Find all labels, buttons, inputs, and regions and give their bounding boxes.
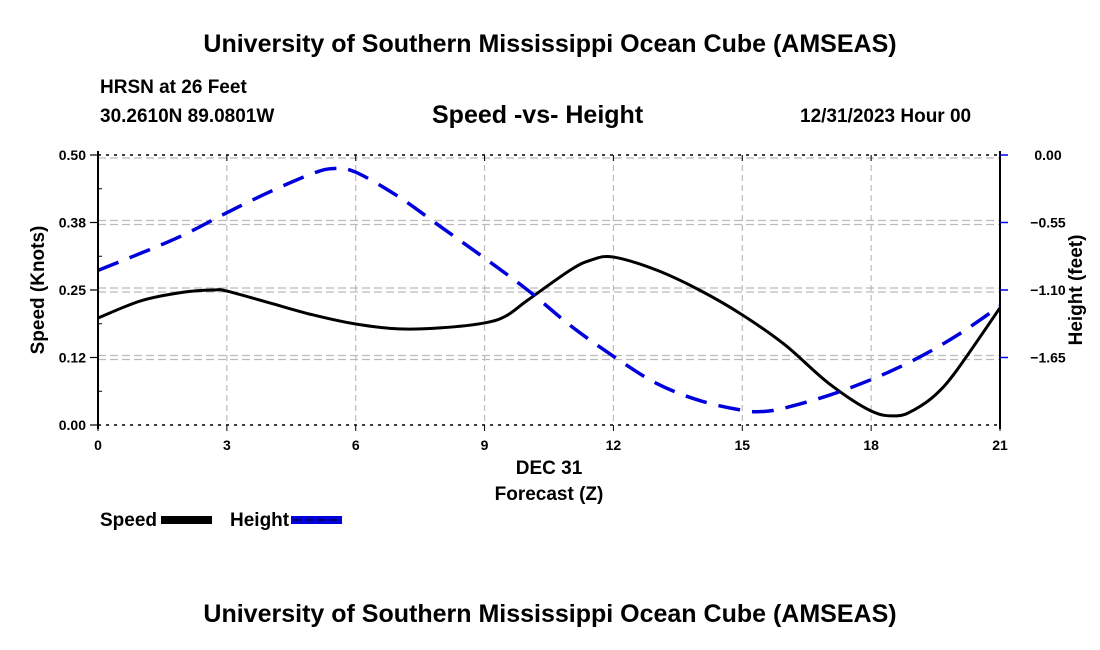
- x-tick-label: 21: [992, 437, 1008, 453]
- footer-title: University of Southern Mississippi Ocean…: [203, 600, 897, 628]
- legend-swatch-height: [291, 516, 342, 524]
- legend-swatch-speed: [161, 516, 212, 524]
- x-axis-title: Forecast (Z): [495, 484, 604, 505]
- x-tick-label: 15: [734, 437, 750, 453]
- legend-label-height: Height: [230, 510, 290, 531]
- y-tick-label: 0.12: [59, 350, 86, 366]
- x-tick-label: 12: [606, 437, 622, 453]
- x-axis-date-label: DEC 31: [516, 458, 583, 479]
- series-line-height: [97, 166, 1001, 414]
- legend-label-speed: Speed: [100, 510, 157, 531]
- y2-tick-label: −0.55: [1030, 215, 1066, 231]
- y2-axis-title: Height (feet): [1066, 235, 1087, 346]
- chart-title: Speed -vs- Height: [432, 101, 644, 129]
- x-tick-label: 18: [863, 437, 879, 453]
- legend: Speed Height: [100, 510, 342, 531]
- y-tick-label: 0.38: [59, 215, 86, 231]
- station-label: HRSN at 26 Feet: [100, 77, 247, 98]
- series-line-speed: [97, 254, 1002, 418]
- y-tick-label: 0.50: [59, 147, 86, 163]
- x-tick-label: 0: [94, 437, 102, 453]
- x-tick-label: 9: [481, 437, 489, 453]
- y2-tick-label: −1.10: [1030, 282, 1066, 298]
- y-axis-title: Speed (Knots): [28, 226, 49, 355]
- x-tick-label: 3: [223, 437, 231, 453]
- y-tick-label: 0.00: [59, 417, 86, 433]
- grid: [98, 155, 1000, 425]
- y2-tick-label: 0.00: [1034, 147, 1061, 163]
- page-title: University of Southern Mississippi Ocean…: [203, 30, 897, 58]
- station-coordinates: 30.2610N 89.0801W: [100, 106, 275, 127]
- y2-tick-label: −1.65: [1030, 350, 1066, 366]
- x-tick-label: 6: [352, 437, 360, 453]
- run-time: 12/31/2023 Hour 00: [800, 106, 972, 127]
- y-tick-label: 0.25: [59, 282, 86, 298]
